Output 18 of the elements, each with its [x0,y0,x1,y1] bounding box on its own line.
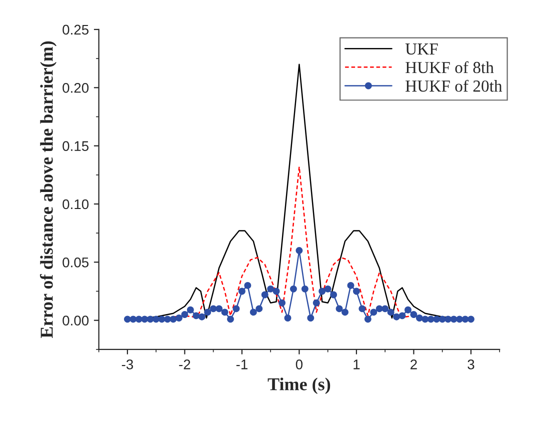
x-tick-label: 3 [468,360,474,370]
x-tick-label: 2 [410,360,417,370]
x-axis-title: Time (s) [268,378,330,394]
y-axis-title: Error of distance above the barrier(m) [40,41,57,338]
legend-label: HUKF of 20th [406,80,502,92]
x-tick-label: -2 [179,360,190,370]
legend-label: HUKF of 8th [406,61,494,74]
y-tick-label: 0.15 [62,141,89,151]
y-tick-label: 0.10 [62,199,89,210]
y-tick-label: 0.20 [62,82,89,93]
x-tick-label: -1 [236,360,248,370]
x-tick-label: 1 [354,360,360,370]
legend-label: UKF [405,44,438,55]
y-tick-label: 0.00 [62,316,89,326]
y-tick-label: 0.25 [62,24,89,35]
x-tick-label: -3 [122,360,134,370]
y-tick-label: 0.05 [62,258,89,268]
x-tick-label: 0 [296,360,303,370]
